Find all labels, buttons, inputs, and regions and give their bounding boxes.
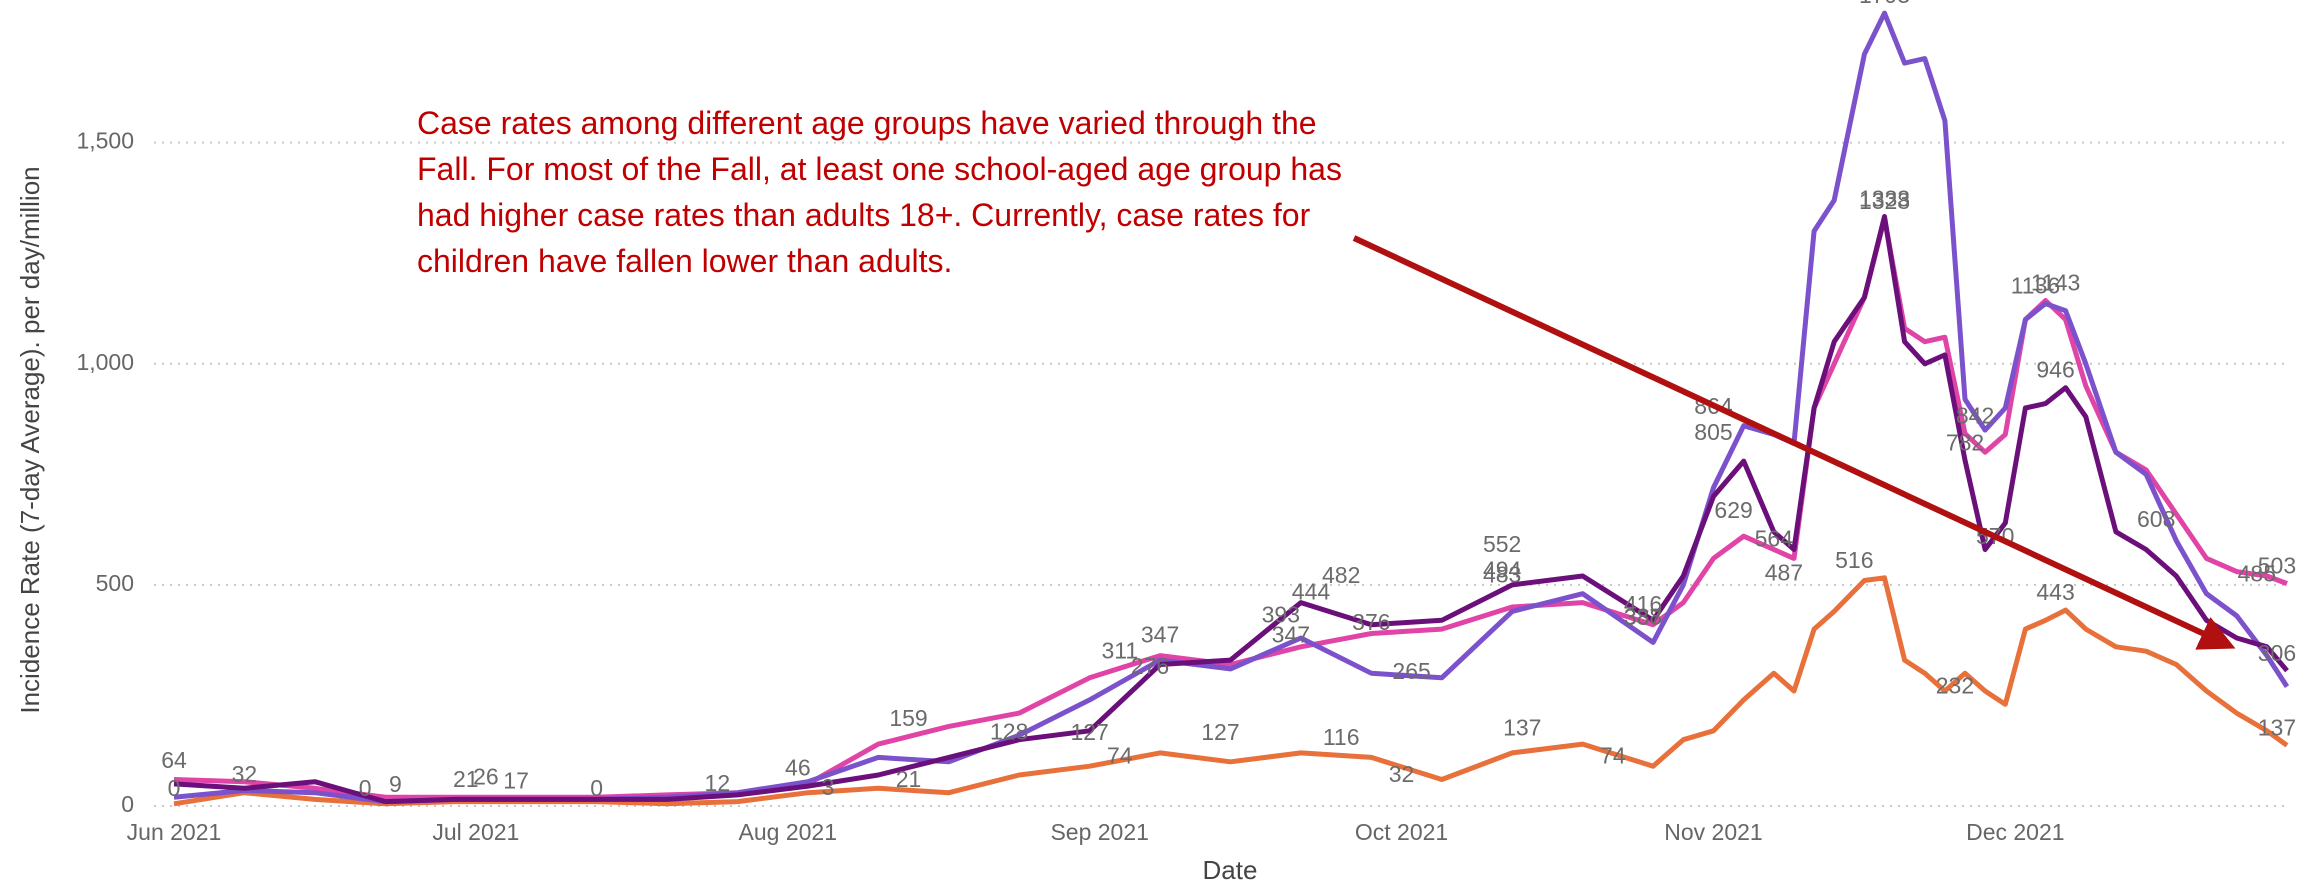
- data-label: 1143: [2031, 270, 2080, 296]
- data-label: 0: [168, 775, 181, 801]
- data-label: 306: [2258, 640, 2296, 666]
- x-tick-label: Sep 2021: [1050, 819, 1148, 845]
- data-label: 21: [453, 766, 479, 792]
- x-tick-label: Aug 2021: [739, 819, 837, 845]
- data-label: 74: [1107, 742, 1133, 768]
- data-label: 946: [2036, 357, 2074, 383]
- data-label: 1793: [1859, 0, 1910, 8]
- data-label: 17: [503, 768, 529, 794]
- data-label: 137: [2258, 714, 2296, 740]
- data-label: 12: [705, 770, 731, 796]
- data-label: 564: [1755, 526, 1794, 552]
- y-tick-label: 0: [121, 791, 134, 817]
- data-label: 64: [161, 747, 187, 773]
- data-label: 629: [1714, 497, 1752, 523]
- data-label: 128: [990, 718, 1028, 744]
- data-label: 443: [2036, 579, 2074, 605]
- data-label: 74: [1600, 742, 1626, 768]
- x-tick-label: Oct 2021: [1355, 819, 1448, 845]
- data-label: 503: [2258, 553, 2296, 579]
- data-label: 0: [590, 775, 603, 801]
- y-tick-label: 1,500: [76, 128, 134, 154]
- data-label: 347: [1141, 622, 1179, 648]
- data-label: 116: [1323, 724, 1360, 750]
- data-label: 137: [1503, 714, 1541, 740]
- data-label: 46: [785, 755, 811, 781]
- data-label: 159: [889, 705, 927, 731]
- data-label: 32: [232, 761, 258, 787]
- y-axis-title: Incidence Rate (7-day Average). per day/…: [15, 166, 45, 713]
- data-label: 864: [1694, 393, 1733, 419]
- data-label: 276: [1131, 653, 1169, 679]
- data-label: 388: [1624, 603, 1662, 629]
- data-label: 805: [1694, 419, 1732, 445]
- data-label: 1333: [1859, 186, 1910, 212]
- data-label: 32: [1389, 761, 1415, 787]
- x-tick-label: Dec 2021: [1966, 819, 2064, 845]
- data-label: 782: [1946, 429, 1984, 455]
- data-label: 265: [1392, 658, 1430, 684]
- data-label: 608: [2137, 506, 2175, 532]
- data-label: 842: [1956, 403, 1994, 429]
- data-label: 26: [473, 764, 499, 790]
- data-label: 485: [2238, 561, 2276, 587]
- data-label: 444: [1292, 579, 1331, 605]
- data-label: 494: [1483, 557, 1522, 583]
- data-label: 393: [1262, 601, 1300, 627]
- data-label: 127: [1070, 719, 1108, 745]
- data-label: 376: [1352, 609, 1390, 635]
- data-label: 570: [1976, 523, 2014, 549]
- data-label: 9: [389, 771, 402, 797]
- data-label: 0: [359, 775, 372, 801]
- series-line: [173, 216, 2288, 800]
- y-tick-label: 500: [96, 570, 134, 596]
- data-label: 3: [822, 774, 835, 800]
- x-tick-label: Jun 2021: [127, 819, 222, 845]
- data-label: 347: [1272, 622, 1310, 648]
- data-label: 1328: [1859, 188, 1910, 214]
- x-tick-label: Nov 2021: [1664, 819, 1762, 845]
- annotation: Case rates among different age groups ha…: [417, 105, 1342, 279]
- series-line: [173, 214, 2289, 805]
- data-label: 232: [1936, 672, 1974, 698]
- data-label: 21: [896, 766, 922, 792]
- y-tick-label: 1,000: [76, 349, 134, 375]
- data-label: 127: [1201, 719, 1239, 745]
- data-label: 552: [1483, 531, 1521, 557]
- data-label: 487: [1765, 560, 1803, 586]
- x-tick-label: Jul 2021: [432, 819, 519, 845]
- data-label: 482: [1322, 562, 1360, 588]
- x-axis-title: Date: [1203, 855, 1258, 885]
- data-label: 516: [1835, 547, 1873, 573]
- data-label: 311: [1101, 638, 1138, 664]
